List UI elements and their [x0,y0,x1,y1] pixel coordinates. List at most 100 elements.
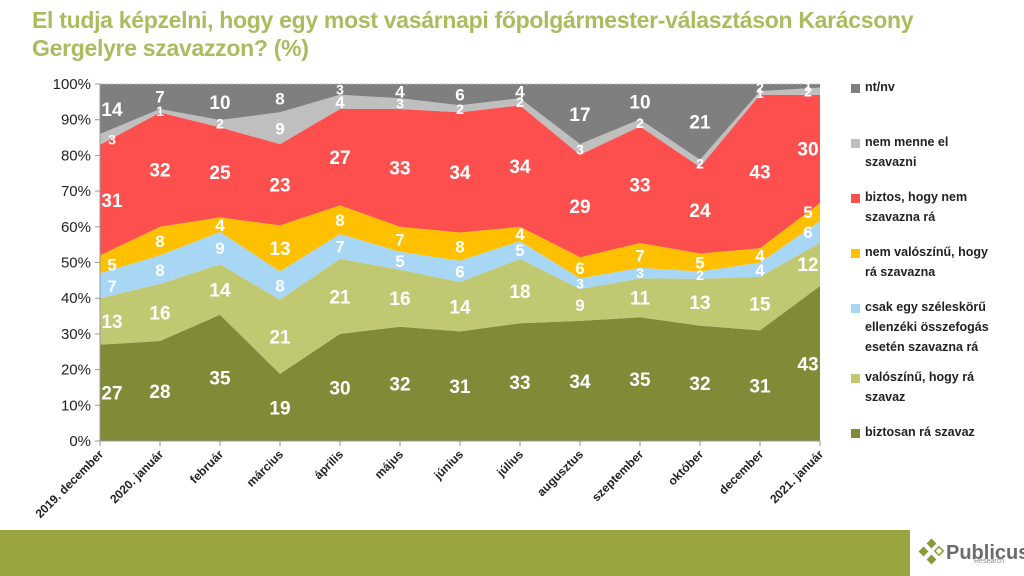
data-label: 8 [455,238,464,257]
data-label: 13 [689,293,710,314]
legend-item: nt/nv [851,80,895,97]
x-tick-label: szeptember [589,447,646,504]
x-tick-label: március [244,447,287,490]
data-label: 32 [149,161,170,182]
legend-swatch [851,249,860,258]
data-label: 4 [335,93,345,112]
data-label: 27 [101,384,122,405]
legend-item: biztosan rá szavaz [851,425,975,442]
data-label: 25 [209,163,231,184]
area-nem-valoszinu-hogy-ra-szavazna [100,203,820,279]
footer-bar [0,530,910,576]
data-label: 5 [695,254,704,273]
y-tick-label: 40% [61,290,91,307]
data-label: 31 [749,377,771,398]
data-label: 9 [215,239,224,258]
x-tick-label: 2021. január [767,447,826,506]
y-tick-label: 60% [61,219,91,236]
legend-swatch [851,304,860,313]
data-label: 14 [209,280,231,301]
legend-label-line: szavaz [865,390,906,404]
legend-label: valószínű, hogy rá szavaz [865,367,974,407]
legend-label-line: nem valószínű, hogy [865,245,988,259]
legend-swatch [851,374,860,383]
data-label: 8 [275,89,284,108]
data-label: 7 [635,247,644,266]
logo-subtitle: Research [974,558,1004,565]
data-label: 7 [107,277,116,296]
data-label: 13 [269,239,290,260]
publicus-logo-icon [918,538,945,565]
data-label: 9 [275,119,284,138]
legend-label: nem valószínű, hogy rá szavazna [865,242,988,282]
data-label: 34 [569,372,591,393]
legend-item: biztos, hogy nem szavazna rá [851,190,967,227]
x-tick-label: 2020. január [107,447,166,506]
area-nt-nv [100,84,820,160]
data-label: 11 [630,289,651,310]
data-label: 33 [509,373,530,394]
data-label: 3 [576,276,584,292]
data-label: 31 [101,191,123,212]
data-label: 14 [101,100,123,121]
data-label: 18 [509,282,530,303]
data-label: 29 [569,197,590,218]
legend-label: csak egy széleskörű ellenzéki összefogás e… [865,297,989,357]
data-label: 8 [155,261,164,280]
data-label: 3 [636,265,644,281]
data-label: 16 [149,303,170,324]
data-label: 5 [395,252,404,271]
data-label: 12 [797,255,818,276]
data-label: 2 [216,116,224,132]
data-label: 2 [696,267,704,283]
x-tick-label: október [665,447,706,488]
data-label: 21 [269,328,291,349]
data-label: 4 [395,82,405,101]
data-label: 3 [396,96,404,112]
data-label: 9 [575,296,584,315]
data-label: 19 [269,398,290,419]
data-label: 3 [576,141,584,157]
x-tick-label: április [311,447,346,482]
data-label: 2 [756,80,764,96]
legend-label-line: biztos, hogy nem [865,190,968,204]
area-biztosan-ra-szavaz [100,285,820,441]
x-tick-label: augusztus [534,447,586,499]
data-label: 1 [804,78,812,94]
data-label: 10 [209,93,230,114]
data-label: 7 [335,238,344,257]
legend-item: valószínű, hogy rá szavaz [851,370,974,407]
legend-label-line: rá szavazna [865,265,936,279]
data-label: 34 [509,157,531,178]
data-label: 13 [101,312,122,333]
data-label: 2 [516,94,524,110]
data-label: 4 [755,261,765,280]
area-valoszinu-hogy-ra-szavaz [100,242,820,374]
data-label: 6 [455,86,464,105]
data-label: 33 [389,159,410,180]
data-label: 4 [755,246,765,265]
logo-name: Publicus [946,542,1024,564]
data-label: 3 [336,81,344,97]
x-tick-label: július [493,447,526,480]
data-label: 27 [329,148,350,169]
data-label: 43 [797,354,818,375]
legend-swatch [851,84,860,93]
area-nem-menne-el-szavazni [100,87,820,167]
legend-label-line: ellenzéki összefogás [865,320,989,334]
data-label: 21 [329,287,351,308]
data-label: 32 [389,375,410,396]
data-label: 10 [629,93,650,114]
area-csak-egy-szeleskoru-ellenzeki-osszefogas-eseten-szavazna-ra [100,221,820,300]
data-label: 30 [329,378,350,399]
data-label: 3 [108,131,116,147]
data-label: 1 [756,85,764,101]
data-label: 2 [804,83,812,99]
data-label: 14 [449,298,471,319]
data-label: 31 [449,377,471,398]
legend-label-line: szavazna rá [865,210,936,224]
data-label: 6 [803,223,812,242]
data-label: 8 [335,211,344,230]
x-tick-label: május [372,447,407,482]
legend-label-line: nem menne el [865,135,949,149]
